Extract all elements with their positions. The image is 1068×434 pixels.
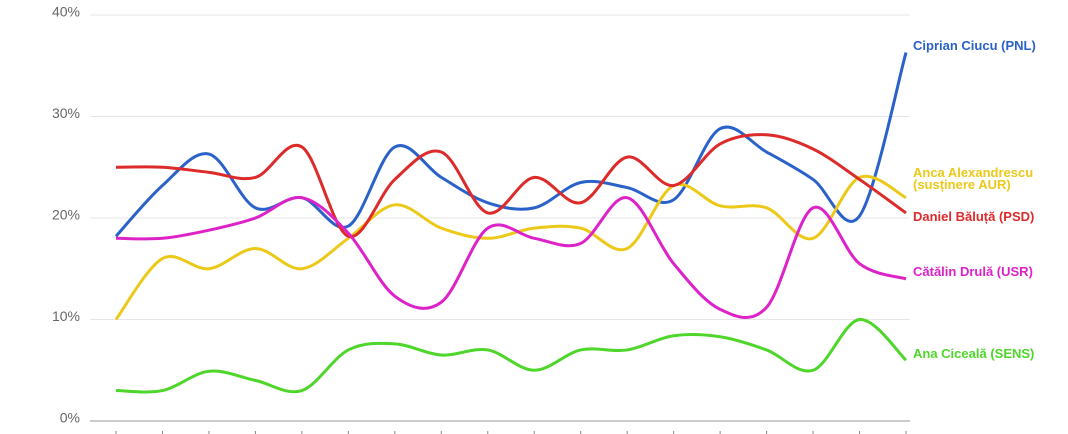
- line: [115, 196, 907, 319]
- line: [114, 52, 908, 238]
- legend-label: Daniel Băluță (PSD): [913, 209, 1035, 224]
- y-tick-label: 40%: [52, 4, 80, 20]
- line: [115, 133, 907, 238]
- legend-label: Ana Ciceală (SENS): [913, 346, 1035, 361]
- y-tick-label: 0%: [60, 410, 80, 426]
- legend-label: Anca Alexandrescu (susținere AUR): [913, 165, 1034, 192]
- line: [115, 318, 908, 394]
- y-tick-label: 20%: [52, 207, 80, 223]
- legend-label: Cătălin Drulă (USR): [913, 264, 1033, 279]
- y-tick-label: 10%: [52, 308, 80, 324]
- legend-label: Ciprian Ciucu (PNL): [913, 38, 1036, 53]
- y-tick-label: 30%: [52, 105, 80, 121]
- line: [114, 174, 907, 321]
